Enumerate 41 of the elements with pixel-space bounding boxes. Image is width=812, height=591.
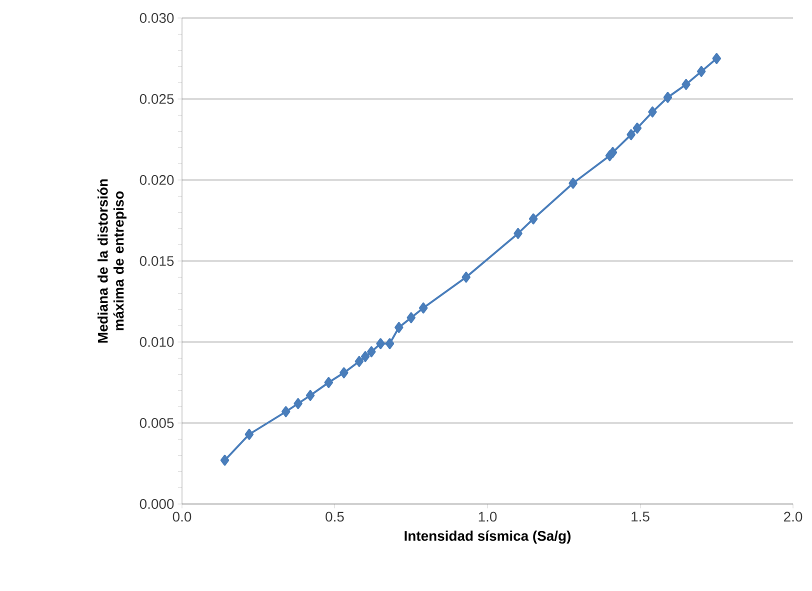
y-tick-label: 0.030 bbox=[140, 13, 174, 23]
y-tick-label: 0.015 bbox=[140, 256, 174, 266]
point bbox=[220, 454, 230, 466]
point bbox=[354, 356, 364, 367]
point bbox=[324, 377, 334, 388]
x-tick-label: 2.0 bbox=[784, 512, 802, 522]
point bbox=[360, 351, 370, 362]
x-tick-label: 0.5 bbox=[326, 512, 344, 522]
point bbox=[376, 338, 385, 350]
y-tick-label: 0.000 bbox=[140, 499, 174, 509]
point bbox=[306, 390, 315, 401]
point bbox=[406, 312, 416, 324]
point bbox=[626, 129, 636, 140]
y-tick-label: 0.025 bbox=[140, 94, 174, 104]
point bbox=[514, 228, 522, 239]
point bbox=[385, 338, 394, 350]
point bbox=[608, 146, 618, 158]
point bbox=[663, 92, 672, 103]
point bbox=[696, 66, 706, 77]
point bbox=[568, 178, 578, 189]
x-tick-label: 1.5 bbox=[632, 512, 650, 522]
x-tick-label: 0.0 bbox=[172, 512, 192, 522]
point bbox=[462, 272, 470, 283]
y-tick-label: 0.020 bbox=[140, 175, 174, 185]
point bbox=[632, 122, 642, 134]
point bbox=[244, 428, 254, 440]
point bbox=[418, 302, 428, 314]
y-tick-label: 0.010 bbox=[140, 337, 174, 347]
y-tick-label: 0.005 bbox=[140, 418, 174, 428]
x-axis-title: Intensidad sísmica (Sa/g) bbox=[404, 530, 571, 544]
point bbox=[340, 367, 348, 378]
point bbox=[648, 106, 657, 118]
y-axis-title: Mediana de la distorsión máxima de entrepiso bbox=[97, 179, 126, 343]
point bbox=[394, 322, 404, 333]
point bbox=[712, 52, 722, 64]
point bbox=[528, 213, 538, 224]
point bbox=[294, 398, 302, 410]
point bbox=[367, 346, 376, 358]
point bbox=[281, 406, 290, 418]
x-tick-label: 1.0 bbox=[478, 512, 497, 522]
point bbox=[682, 78, 690, 90]
